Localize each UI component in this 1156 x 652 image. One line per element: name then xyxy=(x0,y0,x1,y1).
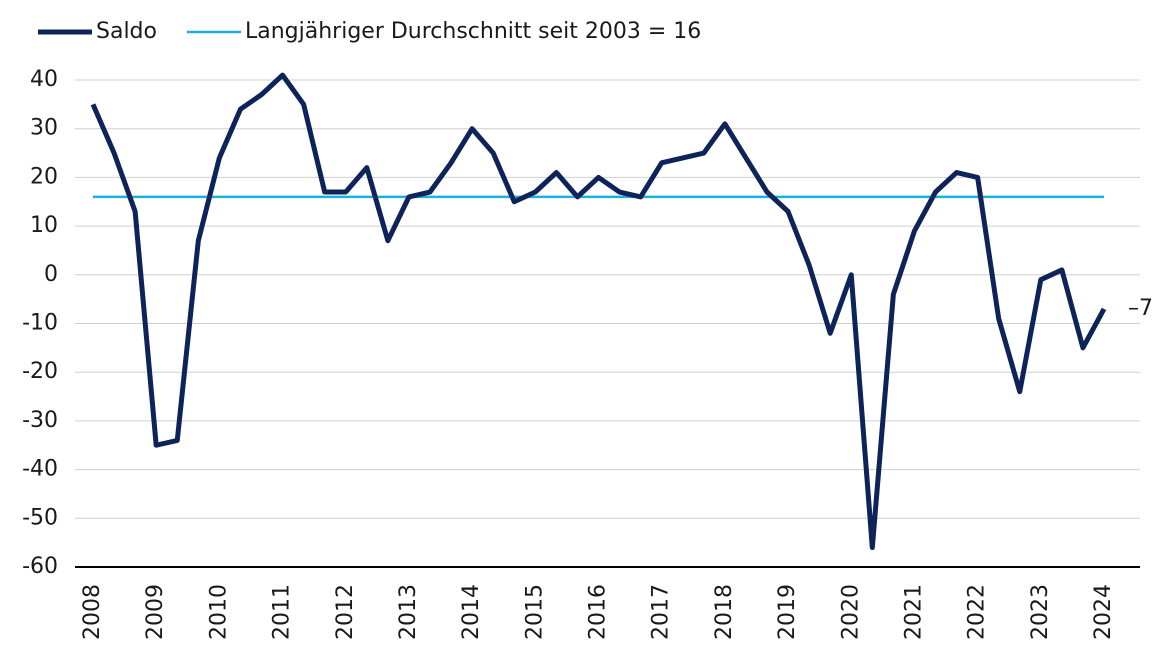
x-tick-label: 2008 xyxy=(80,584,105,640)
x-tick-label: 2014 xyxy=(459,584,484,640)
x-tick-label: 2022 xyxy=(965,584,990,640)
x-tick-label: 2011 xyxy=(270,584,295,640)
y-tick-label: -40 xyxy=(22,457,58,482)
y-tick-label: 40 xyxy=(30,67,58,92)
x-tick-label: 2024 xyxy=(1091,584,1116,640)
x-tick-label: 2017 xyxy=(649,584,674,640)
x-tick-label: 2023 xyxy=(1028,584,1053,640)
x-tick-label: 2010 xyxy=(206,584,231,640)
y-tick-label: -50 xyxy=(22,505,58,530)
x-tick-label: 2018 xyxy=(712,584,737,640)
y-tick-label: -10 xyxy=(22,311,58,336)
y-tick-label: -20 xyxy=(22,359,58,384)
y-tick-label: 30 xyxy=(30,116,58,141)
y-tick-label: 20 xyxy=(30,164,58,189)
y-tick-label: -30 xyxy=(22,408,58,433)
y-tick-label: 10 xyxy=(30,213,58,238)
series-line xyxy=(90,72,1107,551)
x-tick-label: 2016 xyxy=(586,584,611,640)
y-tick-label: 0 xyxy=(44,262,58,287)
legend-label: Saldo xyxy=(96,19,157,44)
x-tick-label: 2019 xyxy=(775,584,800,640)
x-tick-label: 2021 xyxy=(901,584,926,640)
data-label: –7 xyxy=(1128,296,1153,321)
x-tick-label: 2009 xyxy=(143,584,168,640)
x-tick-label: 2020 xyxy=(838,584,863,640)
x-tick-label: 2012 xyxy=(333,584,358,640)
x-tick-label: 2013 xyxy=(396,584,421,640)
legend-label: Langjähriger Durchschnitt seit 2003 = 16 xyxy=(245,19,701,44)
y-tick-label: -60 xyxy=(22,554,58,579)
x-tick-label: 2015 xyxy=(522,584,547,640)
